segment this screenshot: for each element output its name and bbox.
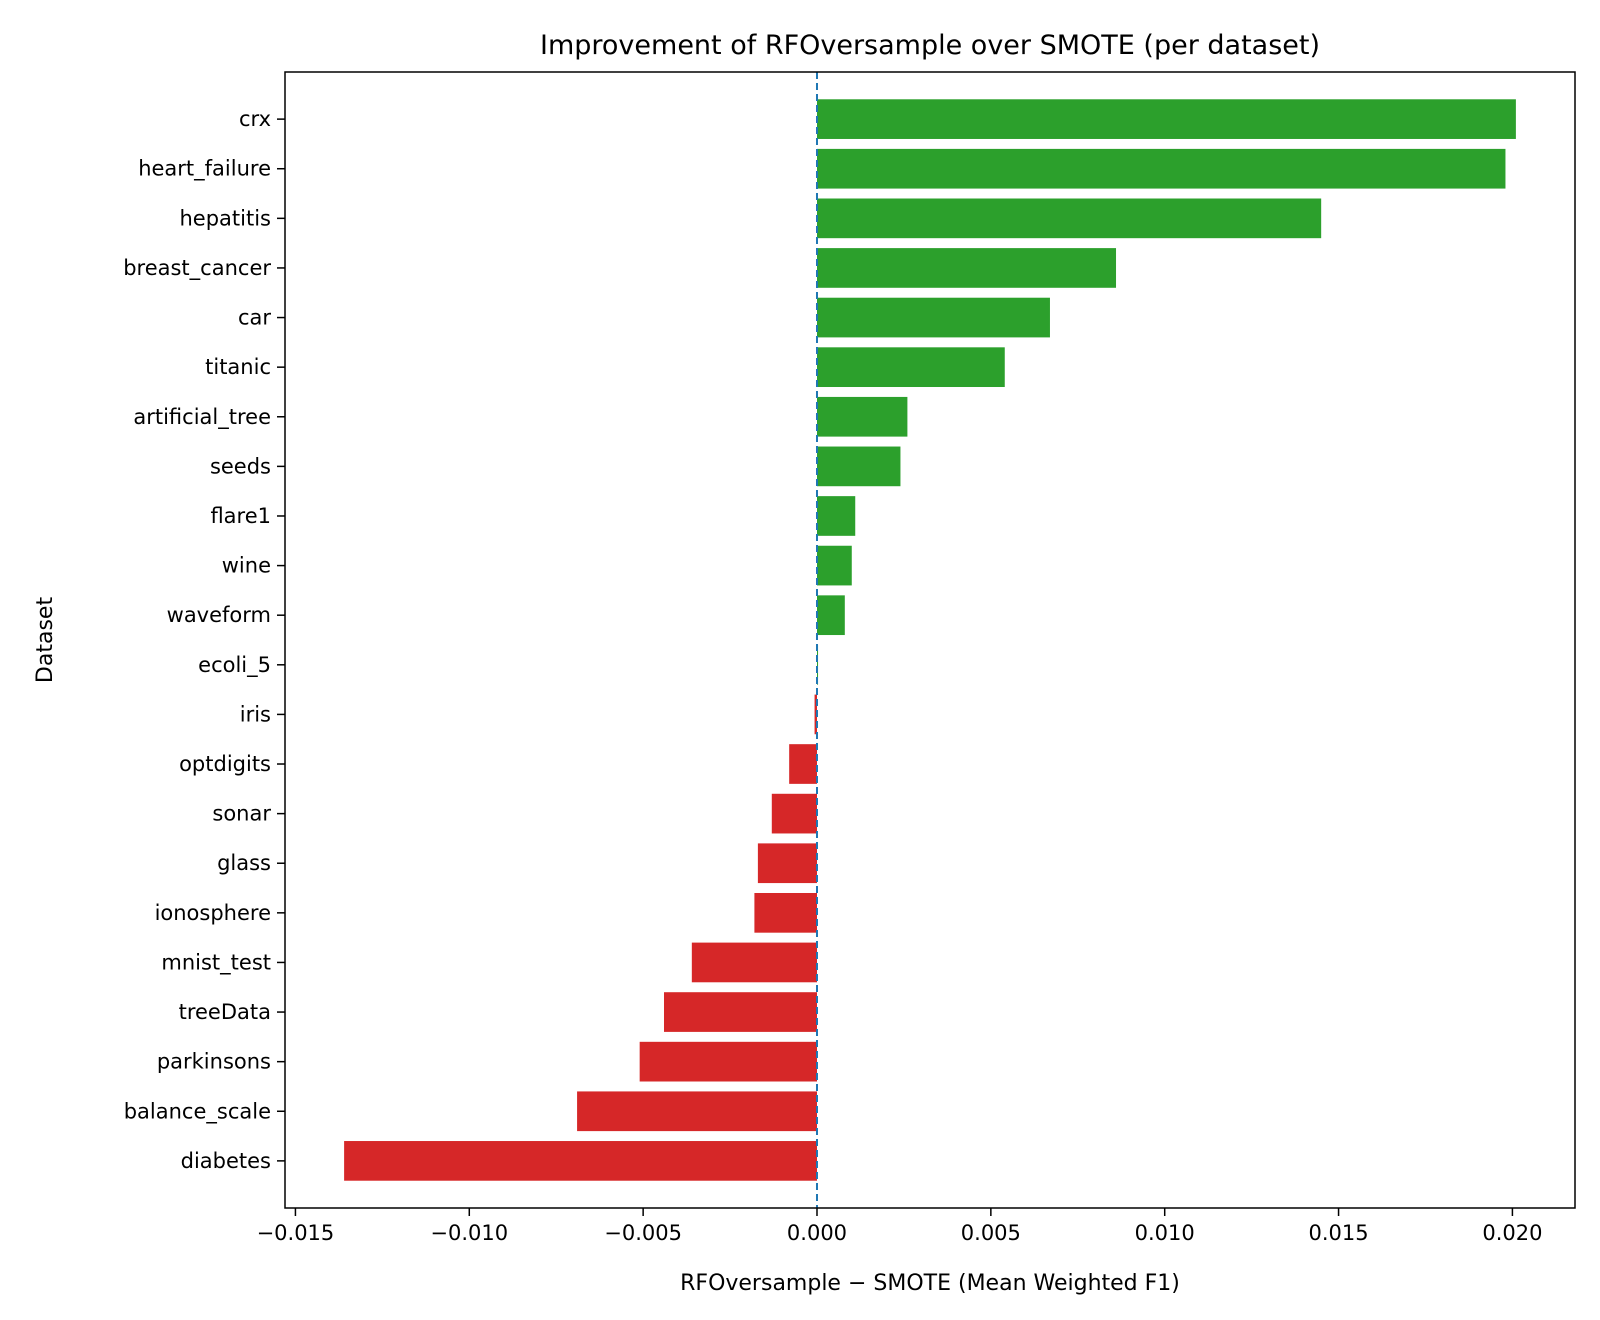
y-axis: crx heart_failure hepatitis breast_cancerca… xyxy=(123,107,285,1173)
x-tick-label: −0.010 xyxy=(430,1221,508,1245)
y-tick-label: seeds xyxy=(210,454,271,478)
y-tick-label: ecoli_5 xyxy=(198,653,271,678)
bar-parkinsons xyxy=(639,1041,817,1082)
y-tick-label: wine xyxy=(222,554,271,578)
y-tick-label: glass xyxy=(217,851,271,875)
x-tick-label: −0.005 xyxy=(604,1221,682,1245)
bar-car xyxy=(816,297,1050,338)
x-tick-label: 0.005 xyxy=(961,1221,1021,1245)
y-tick-label: ionosphere xyxy=(155,901,271,925)
y-tick-label: iris xyxy=(240,702,271,726)
bar-ecoli_5 xyxy=(816,644,819,685)
y-tick-label: hepatitis xyxy=(179,206,271,230)
bar-hepatitis xyxy=(816,198,1322,239)
bar-iris xyxy=(814,694,817,735)
bars-layer xyxy=(344,99,1516,1181)
x-tick-label: 0.015 xyxy=(1308,1221,1368,1245)
bar-optdigits xyxy=(789,744,817,784)
bar-ionosphere xyxy=(754,892,817,933)
y-tick-label: crx xyxy=(239,107,271,131)
bar-artificial_tree xyxy=(816,396,908,437)
bar-titanic xyxy=(816,347,1005,388)
x-tick-label: −0.015 xyxy=(257,1221,335,1245)
y-tick-label: treeData xyxy=(179,1000,271,1024)
y-tick-label: optdigits xyxy=(179,752,271,776)
bar-flare1 xyxy=(816,496,856,536)
y-tick-label: titanic xyxy=(205,355,271,379)
y-tick-label: flare1 xyxy=(210,504,271,528)
y-tick-label: mnist_test xyxy=(161,950,271,975)
bar-mnist_test xyxy=(691,942,817,983)
bar-wine xyxy=(816,545,852,586)
x-axis-title: RFOversample − SMOTE (Mean Weighted F1) xyxy=(680,1271,1180,1296)
y-tick-label: sonar xyxy=(212,802,271,826)
bar-waveform xyxy=(816,595,845,636)
bar-diabetes xyxy=(344,1141,817,1181)
y-tick-label: waveform xyxy=(167,603,271,627)
y-tick-label: car xyxy=(238,306,271,330)
x-tick-label: 0.020 xyxy=(1482,1221,1542,1245)
bar-balance_scale xyxy=(577,1091,817,1132)
chart-title: Improvement of RFOversample over SMOTE (… xyxy=(540,30,1320,61)
x-tick-label: 0.010 xyxy=(1135,1221,1195,1245)
bar-crx xyxy=(816,99,1516,139)
y-tick-label: balance_scale xyxy=(124,1099,271,1124)
bar-sonar xyxy=(771,793,817,834)
bar-heart_failure xyxy=(816,148,1506,189)
y-tick-label: parkinsons xyxy=(157,1050,271,1074)
plot-frame xyxy=(284,71,1576,1209)
bar-seeds xyxy=(816,446,901,487)
x-axis: −0.015 −0.010 −0.005 0.000 0.005 0.010 0.015 0.… xyxy=(257,1208,1542,1245)
y-tick-label: artificial_tree xyxy=(133,405,271,430)
y-tick-label: breast_cancer xyxy=(123,256,271,281)
bar-treeData xyxy=(664,992,817,1032)
y-tick-label: heart_failure xyxy=(138,157,271,182)
y-axis-title: Dataset xyxy=(33,597,58,684)
bar-glass xyxy=(757,843,817,884)
x-tick-label: 0.000 xyxy=(787,1221,847,1245)
y-tick-label: diabetes xyxy=(181,1149,271,1173)
bar-breast_cancer xyxy=(816,248,1117,288)
